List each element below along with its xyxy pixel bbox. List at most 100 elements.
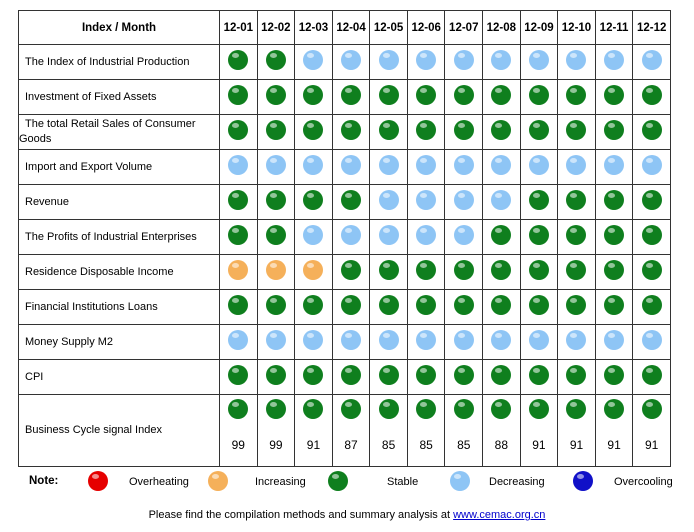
signal-cell [519,44,559,80]
signal-light-decreasing [303,224,324,245]
business-cycle-value: 85 [419,438,433,452]
signal-light-decreasing [416,224,437,245]
footer-text: Please find the compilation methods and … [148,509,454,521]
signal-light-stable [491,224,512,245]
signal-cell [482,114,521,150]
signal-cell [219,149,258,185]
signal-cell [406,79,446,115]
signal-light-stable [604,259,625,280]
signal-light-stable [604,294,625,315]
signal-light-stable [604,84,625,105]
signal-cell [632,184,671,220]
business-cycle-value: 87 [344,438,358,452]
signal-cell [369,359,408,395]
signal-light-increasing [228,259,249,280]
business-cycle-value: 91 [645,438,659,452]
signal-light-decreasing [228,329,249,350]
signal-light-stable [265,364,286,385]
signal-light-stable [453,364,474,385]
indicator-row: The total Retail Sales of Consumer Goods [18,114,671,150]
signal-light-decreasing [341,154,362,175]
signal-cell [256,254,296,290]
indicator-label-the-total-retail-sales-of-consumer-goods: The total Retail Sales of Consumer Goods [18,114,220,150]
business-cycle-value: 91 [306,438,321,452]
business-cycle-value: 99 [231,438,245,452]
signal-cell [406,114,446,150]
signal-cell [294,289,333,325]
signal-light-stable [566,294,587,315]
signal-cell [406,324,446,360]
signal-light-stable [303,189,324,210]
signal-light-stable [641,224,662,245]
signal-cell [632,149,671,185]
month-header-12-12: 12-12 [632,10,671,45]
indicator-row: Investment of Fixed Assets [18,79,671,115]
signal-light-decreasing [228,154,249,175]
signal-cell [594,289,634,325]
signal-cell [219,79,258,115]
business-cycle-cell: 91 [557,394,596,467]
signal-cell [331,324,371,360]
signal-cell [444,359,484,395]
month-header-12-08: 12-08 [482,10,521,45]
signal-light-decreasing [378,224,399,245]
signal-cell [444,184,484,220]
signal-cell [632,219,671,255]
signal-light-stable [341,294,362,315]
business-cycle-value: 91 [532,438,546,452]
signal-light-stable [265,224,286,245]
signal-cell [219,44,258,80]
business-cycle-label: Business Cycle signal Index [18,394,220,467]
signal-light-decreasing [453,154,474,175]
signal-cell [519,114,559,150]
signal-cell [594,79,634,115]
indicator-label-investment-of-fixed-assets: Investment of Fixed Assets [18,79,220,115]
signal-cell [594,254,634,290]
signal-cell [444,114,484,150]
legend-label-overheating: Overheating [129,476,189,488]
signal-table: Index / Month 12-01 12-02 12-03 12-04 12-05 1… [18,10,671,467]
signal-light-stable [641,189,662,210]
signal-light-decreasing [378,49,399,70]
indicator-row: Financial Institutions Loans [18,289,671,325]
signal-cell [406,149,446,185]
signal-light-decreasing [303,154,324,175]
business-cycle-cell: 85 [406,394,446,467]
signal-cell [256,114,296,150]
signal-light-stable [604,119,625,140]
business-cycle-value: 91 [607,438,621,452]
signal-light-decreasing [641,49,662,70]
month-header-12-03: 12-03 [294,10,333,45]
signal-light-stable [228,294,249,315]
signal-light-stable [491,399,512,419]
signal-cell [256,359,296,395]
indicator-row: Import and Export Volume [18,149,671,185]
signal-light-decreasing [566,49,587,70]
signal-cell [444,149,484,185]
signal-cell [482,324,521,360]
signal-light-stable [566,84,587,105]
signal-light-decreasing [265,329,286,350]
signal-light-stable [528,399,549,419]
signal-light-stable [453,119,474,140]
cemac-link[interactable]: www.cemac.org.cn [453,509,546,521]
signal-light-stable [416,294,437,315]
signal-light-stable [303,84,324,105]
signal-cell [632,254,671,290]
month-header-12-02: 12-02 [256,10,296,45]
signal-cell [557,289,596,325]
business-cycle-value: 91 [569,438,584,452]
signal-cell [256,324,296,360]
signal-light-stable [303,364,324,385]
legend-light-increasing [208,471,228,491]
signal-cell [369,219,408,255]
signal-cell [219,219,258,255]
signal-light-stable [228,399,249,419]
signal-cell [331,359,371,395]
signal-cell [294,254,333,290]
signal-light-decreasing [528,329,549,350]
signal-cell [219,254,258,290]
signal-light-decreasing [528,49,549,70]
indicator-label-money-supply-m2: Money Supply M2 [18,324,220,360]
indicator-label-import-and-export-volume: Import and Export Volume [18,149,220,185]
